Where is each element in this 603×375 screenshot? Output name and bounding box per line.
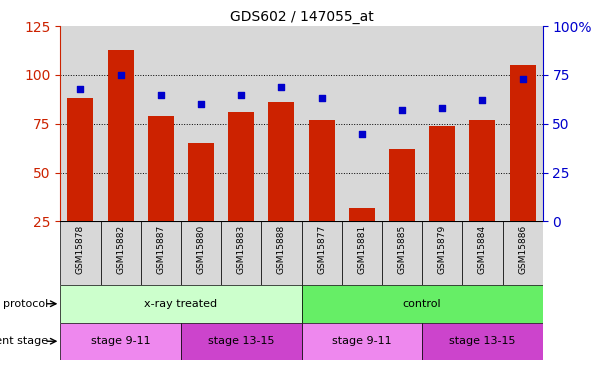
Text: development stage: development stage — [0, 336, 48, 346]
Bar — [140, 221, 181, 285]
Point — [196, 101, 206, 107]
Bar — [463, 26, 502, 221]
Bar — [469, 120, 496, 221]
Bar — [502, 26, 543, 221]
Bar — [181, 221, 221, 285]
Bar — [302, 322, 422, 360]
Text: GSM15879: GSM15879 — [438, 224, 447, 274]
Point — [357, 130, 367, 136]
Bar — [302, 26, 342, 221]
Text: stage 9-11: stage 9-11 — [332, 336, 391, 346]
Point — [156, 92, 166, 98]
Bar — [60, 285, 302, 322]
Bar — [463, 221, 502, 285]
Bar — [60, 26, 101, 221]
Bar — [181, 26, 221, 221]
Bar — [502, 221, 543, 285]
Point — [518, 76, 528, 82]
Bar — [221, 221, 261, 285]
Text: GSM15887: GSM15887 — [156, 224, 165, 274]
Point — [437, 105, 447, 111]
Text: stage 13-15: stage 13-15 — [208, 336, 274, 346]
Text: GSM15878: GSM15878 — [76, 224, 85, 274]
Text: GSM15882: GSM15882 — [116, 224, 125, 274]
Bar — [68, 98, 93, 221]
Text: stage 13-15: stage 13-15 — [449, 336, 516, 346]
Bar — [349, 208, 375, 221]
Text: control: control — [403, 299, 441, 309]
Text: GSM15880: GSM15880 — [197, 224, 206, 274]
Bar — [389, 149, 415, 221]
Bar — [302, 221, 342, 285]
Bar — [422, 322, 543, 360]
Text: stage 9-11: stage 9-11 — [91, 336, 150, 346]
Bar — [181, 322, 302, 360]
Point — [75, 86, 85, 92]
Bar — [422, 221, 463, 285]
Title: GDS602 / 147055_at: GDS602 / 147055_at — [230, 10, 373, 24]
Point — [478, 98, 487, 104]
Text: GSM15884: GSM15884 — [478, 224, 487, 274]
Bar — [422, 26, 463, 221]
Point — [277, 84, 286, 90]
Bar — [429, 126, 455, 221]
Bar — [60, 221, 101, 285]
Bar — [107, 50, 134, 221]
Text: protocol: protocol — [3, 299, 48, 309]
Text: GSM15881: GSM15881 — [358, 224, 366, 274]
Bar — [101, 221, 140, 285]
Text: x-ray treated: x-ray treated — [144, 299, 218, 309]
Point — [236, 92, 246, 98]
Text: GSM15885: GSM15885 — [397, 224, 406, 274]
Bar — [140, 26, 181, 221]
Bar — [510, 65, 535, 221]
Point — [116, 72, 125, 78]
Bar — [60, 322, 181, 360]
Text: GSM15888: GSM15888 — [277, 224, 286, 274]
Bar — [342, 26, 382, 221]
Bar — [221, 26, 261, 221]
Point — [317, 95, 326, 101]
Bar — [228, 112, 254, 221]
Text: GSM15886: GSM15886 — [518, 224, 527, 274]
Point — [397, 107, 407, 113]
Bar — [148, 116, 174, 221]
Bar — [382, 221, 422, 285]
Bar — [261, 221, 302, 285]
Bar — [101, 26, 140, 221]
Text: GSM15877: GSM15877 — [317, 224, 326, 274]
Bar — [342, 221, 382, 285]
Bar — [309, 120, 335, 221]
Bar — [268, 102, 294, 221]
Bar — [188, 143, 214, 221]
Text: GSM15883: GSM15883 — [237, 224, 245, 274]
Bar — [382, 26, 422, 221]
Bar — [302, 285, 543, 322]
Bar — [261, 26, 302, 221]
